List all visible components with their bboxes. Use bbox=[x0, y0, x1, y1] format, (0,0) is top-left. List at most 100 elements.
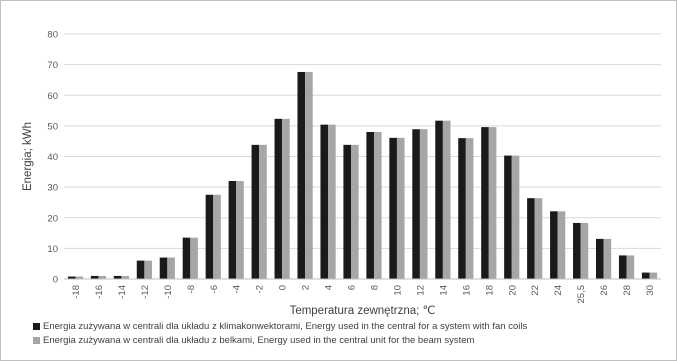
legend-entry-beam: Energia zużywana w centrali dla układu z… bbox=[33, 333, 673, 347]
bar-fan-coils bbox=[366, 132, 374, 279]
bar-beam bbox=[98, 275, 107, 279]
bar-fan-coils bbox=[504, 155, 512, 279]
bar-fan-coils bbox=[205, 194, 214, 279]
legend-label-fan-coils: Energia zużywana w centrali dla układu z… bbox=[43, 320, 528, 332]
bar-beam bbox=[121, 275, 129, 279]
bar-beam bbox=[75, 276, 84, 279]
y-tick-label: 0 bbox=[53, 275, 58, 286]
y-tick-label: 40 bbox=[47, 152, 58, 163]
bar-beam bbox=[465, 138, 474, 280]
bar-beam bbox=[488, 127, 497, 279]
x-tick-label: 4 bbox=[324, 285, 335, 290]
x-tick-label: 10 bbox=[392, 285, 403, 296]
x-tick-label: 24 bbox=[553, 285, 564, 296]
y-tick-labels: 0 10 20 30 40 50 60 70 80 bbox=[47, 30, 58, 286]
bar-fan-coils bbox=[251, 144, 260, 279]
legend-swatch-fan-coils bbox=[33, 322, 40, 330]
bar-fan-coils bbox=[90, 275, 99, 279]
y-tick-label: 10 bbox=[47, 244, 58, 255]
bar-fan-coils bbox=[274, 118, 283, 279]
bar-fan-coils bbox=[481, 127, 489, 279]
x-tick-label: -4 bbox=[232, 285, 243, 293]
bar-fan-coils bbox=[297, 71, 306, 279]
bar-beam bbox=[580, 222, 589, 279]
x-tick-label: 16 bbox=[461, 285, 472, 296]
legend-entry-fan-coils: Energia zużywana w centrali dla układu z… bbox=[33, 319, 673, 333]
bar-fan-coils bbox=[67, 276, 76, 279]
bar-fan-coils bbox=[343, 144, 352, 279]
x-tick-label: 8 bbox=[369, 285, 380, 290]
bar-beam bbox=[190, 237, 198, 279]
bar-beam bbox=[557, 211, 566, 279]
bar-fan-coils bbox=[641, 272, 650, 279]
legend: Energia zużywana w centrali dla układu z… bbox=[33, 319, 673, 347]
bar-beam bbox=[626, 255, 635, 279]
bar-beam bbox=[282, 118, 290, 279]
bar-beam bbox=[144, 260, 152, 280]
bar-fan-coils bbox=[618, 255, 627, 279]
y-tick-label: 20 bbox=[47, 213, 58, 224]
bar-beam bbox=[649, 272, 658, 279]
bar-fan-coils bbox=[550, 211, 558, 279]
bar-beam bbox=[396, 137, 405, 279]
y-tick-label: 80 bbox=[47, 30, 58, 41]
bar-beam bbox=[236, 181, 244, 279]
x-tick-label: 0 bbox=[278, 285, 289, 290]
x-tick-label: -12 bbox=[140, 285, 151, 299]
bar-beam bbox=[603, 238, 612, 279]
x-tick-label: 22 bbox=[530, 285, 541, 296]
x-tick-label: 12 bbox=[415, 285, 426, 296]
y-tick-label: 50 bbox=[47, 121, 58, 132]
bar-beam bbox=[259, 144, 267, 279]
bar-beam bbox=[442, 120, 451, 279]
bar-fan-coils bbox=[182, 237, 191, 279]
bar-fan-coils bbox=[596, 238, 604, 279]
bar-fan-coils bbox=[573, 222, 581, 279]
x-tick-label: -8 bbox=[186, 285, 197, 293]
bar-fan-coils bbox=[113, 275, 122, 279]
x-tick-label: -2 bbox=[255, 285, 266, 293]
bar-beam bbox=[328, 124, 336, 280]
bar-fan-coils bbox=[159, 257, 168, 279]
y-axis-title: Energia; kWh bbox=[22, 122, 34, 191]
x-tick-label: 14 bbox=[438, 285, 449, 296]
bar-beam bbox=[213, 194, 221, 279]
x-tick-label: 2 bbox=[301, 285, 312, 290]
bar-fan-coils bbox=[412, 129, 420, 279]
x-tick-label: 6 bbox=[347, 285, 358, 290]
bar-fan-coils bbox=[320, 124, 329, 280]
bar-fan-coils bbox=[435, 120, 443, 279]
y-tick-label: 60 bbox=[47, 91, 58, 102]
y-tick-label: 70 bbox=[47, 60, 58, 71]
bar-fan-coils bbox=[389, 137, 397, 279]
y-tick-label: 30 bbox=[47, 183, 58, 194]
bar-fan-coils bbox=[136, 260, 145, 280]
bars bbox=[67, 71, 658, 280]
legend-label-beam: Energia zużywana w centrali dla układu z… bbox=[43, 334, 475, 346]
x-tick-label: 25,5 bbox=[576, 285, 587, 304]
bar-fan-coils bbox=[458, 138, 466, 280]
bar-beam bbox=[419, 129, 428, 279]
x-tick-label: 20 bbox=[507, 285, 518, 296]
x-tick-label: -10 bbox=[163, 285, 174, 299]
x-tick-label: 18 bbox=[484, 285, 495, 296]
bar-beam bbox=[167, 257, 175, 279]
bar-beam bbox=[305, 71, 313, 279]
bar-beam bbox=[511, 155, 520, 279]
x-tick-label: 30 bbox=[645, 285, 656, 296]
gridlines bbox=[64, 33, 661, 249]
x-tick-label: -6 bbox=[209, 285, 220, 293]
x-tick-label: -16 bbox=[94, 285, 105, 299]
bar-fan-coils bbox=[527, 198, 535, 279]
bar-beam bbox=[351, 144, 359, 279]
legend-swatch-beam bbox=[33, 336, 40, 344]
x-tick-label: -14 bbox=[117, 285, 128, 299]
bar-beam bbox=[373, 132, 382, 279]
bar-fan-coils bbox=[228, 181, 237, 279]
x-tick-label: 26 bbox=[599, 285, 610, 296]
x-tick-labels: -18 -16 -14 -12 -10 -8 -6 -4 -2 0 2 4 6 8 10 12 14 16 18 20… bbox=[71, 285, 656, 304]
x-tick-label: -18 bbox=[71, 285, 82, 299]
bar-beam bbox=[534, 198, 543, 279]
